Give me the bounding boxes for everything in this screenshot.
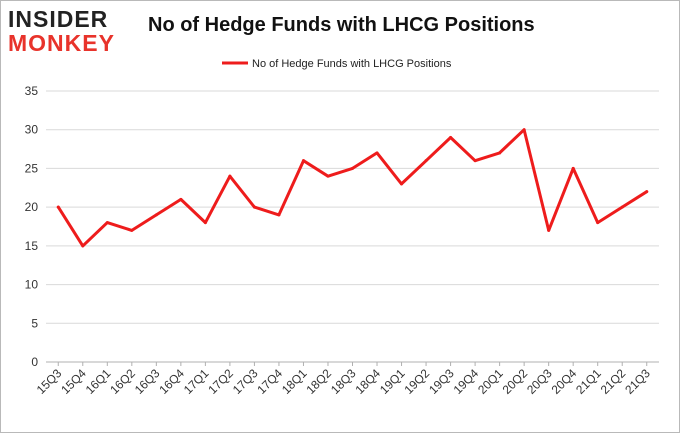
x-tick-label: 19Q3 <box>426 366 457 397</box>
y-tick-label: 0 <box>31 355 38 369</box>
legend-label: No of Hedge Funds with LHCG Positions <box>252 58 452 70</box>
data-point <box>301 159 305 163</box>
y-tick-label: 5 <box>31 316 38 330</box>
data-point <box>326 174 330 178</box>
x-tick-label: 21Q2 <box>598 366 629 397</box>
x-tick-label: 18Q3 <box>328 366 359 397</box>
y-tick-label: 10 <box>25 278 39 292</box>
data-point <box>375 151 379 155</box>
chart-title: No of Hedge Funds with LHCG Positions <box>148 14 535 36</box>
x-tick-label: 21Q1 <box>573 366 604 397</box>
x-tick-label: 18Q4 <box>352 366 383 397</box>
data-point <box>498 151 502 155</box>
data-point <box>154 213 158 217</box>
series-group <box>56 128 649 248</box>
data-point <box>400 182 404 186</box>
data-point <box>105 221 109 225</box>
y-tick-label: 20 <box>25 200 39 214</box>
x-tick-label: 15Q3 <box>34 366 65 397</box>
legend: No of Hedge Funds with LHCG Positions <box>222 58 452 70</box>
x-tick-label: 16Q1 <box>83 366 114 397</box>
x-tick-label: 17Q1 <box>181 366 212 397</box>
data-point <box>424 159 428 163</box>
data-point <box>228 174 232 178</box>
data-point <box>571 166 575 170</box>
x-tick-label: 18Q2 <box>303 366 334 397</box>
data-point <box>351 166 354 170</box>
data-point <box>179 197 183 201</box>
data-point <box>277 213 281 217</box>
y-tick-label: 15 <box>25 239 39 253</box>
x-tick-label: 20Q2 <box>500 366 531 397</box>
x-tick-label: 18Q1 <box>279 366 310 397</box>
x-tick-label: 19Q2 <box>402 366 433 397</box>
x-tick-label: 21Q3 <box>622 366 653 397</box>
y-axis-ticks: 0 5 10 15 20 25 30 35 <box>25 84 39 369</box>
x-tick-label: 16Q3 <box>132 366 163 397</box>
series-line <box>56 128 649 248</box>
insider-monkey-logo: INSIDER MONKEY <box>8 6 130 56</box>
logo-line-1: INSIDER <box>8 6 109 32</box>
data-point <box>203 221 207 225</box>
x-tick-label: 20Q4 <box>549 366 580 397</box>
logo-line-2: MONKEY <box>8 30 115 56</box>
data-point <box>449 135 453 139</box>
x-tick-label: 20Q3 <box>524 366 555 397</box>
x-tick-label: 19Q4 <box>451 366 482 397</box>
data-point <box>473 159 477 163</box>
x-tick-label: 15Q4 <box>58 366 89 397</box>
y-tick-label: 30 <box>25 123 39 137</box>
x-tick-label: 17Q4 <box>254 366 285 397</box>
data-point <box>56 205 60 209</box>
x-tick-label: 16Q4 <box>156 366 187 397</box>
x-axis-ticks: 15Q315Q416Q116Q216Q316Q417Q117Q217Q317Q4… <box>34 362 653 397</box>
data-point <box>522 128 526 132</box>
data-point <box>596 221 600 225</box>
data-point <box>130 228 134 232</box>
x-tick-label: 19Q1 <box>377 366 408 397</box>
data-point <box>645 190 649 194</box>
x-tick-label: 16Q2 <box>107 366 138 397</box>
y-tick-label: 35 <box>25 84 39 98</box>
x-tick-label: 17Q2 <box>205 366 236 397</box>
x-tick-label: 17Q3 <box>230 366 261 397</box>
data-point <box>252 205 256 209</box>
y-tick-label: 25 <box>25 161 39 175</box>
data-point <box>547 228 551 232</box>
data-point <box>620 205 624 209</box>
data-point <box>81 244 85 248</box>
x-tick-label: 20Q1 <box>475 366 506 397</box>
